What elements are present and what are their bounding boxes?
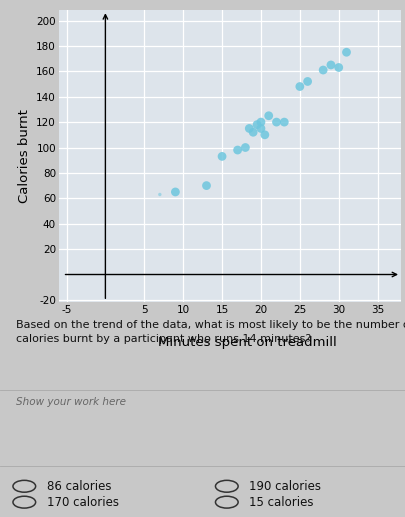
Point (320, 66, 326, 74)
Text: 15 calories: 15 calories (249, 496, 313, 509)
Point (242, 143, 249, 151)
Point (254, 120, 260, 129)
Point (328, 61, 334, 69)
Point (296, 82, 303, 90)
Point (262, 131, 268, 139)
Point (258, 118, 264, 126)
Point (266, 112, 272, 120)
Point (281, 118, 288, 126)
Point (250, 128, 256, 136)
Text: 86 calories: 86 calories (47, 480, 111, 493)
Point (234, 146, 241, 154)
Point (273, 118, 280, 126)
X-axis label: Minutes spent on treadmill: Minutes spent on treadmill (158, 336, 336, 349)
Point (305, 78, 311, 86)
Point (343, 48, 350, 56)
Text: 190 calories: 190 calories (249, 480, 321, 493)
Text: 170 calories: 170 calories (47, 496, 119, 509)
Point (335, 64, 342, 72)
Text: Show your work here: Show your work here (16, 397, 126, 407)
Point (172, 188, 179, 196)
Point (258, 124, 264, 132)
Point (157, 190, 163, 199)
Point (246, 124, 253, 132)
Y-axis label: Calories burnt: Calories burnt (18, 110, 31, 203)
Point (219, 152, 225, 160)
Text: Based on the trend of the data, what is most likely to be the number of
calories: Based on the trend of the data, what is … (16, 320, 405, 344)
Point (203, 181, 210, 190)
